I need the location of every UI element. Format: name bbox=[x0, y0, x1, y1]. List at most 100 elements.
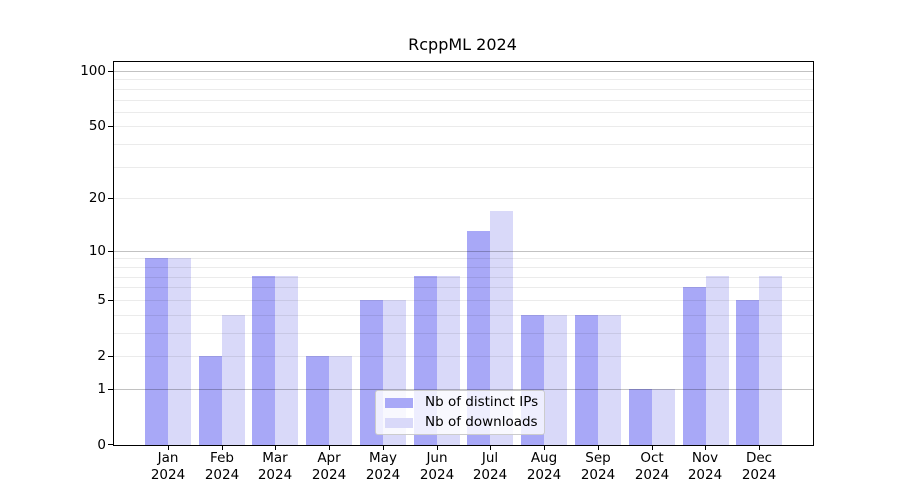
gridline-minor bbox=[114, 88, 813, 90]
gridline-minor bbox=[114, 166, 813, 168]
bar-aug-downloads bbox=[544, 315, 568, 445]
bar-nov-downloads bbox=[705, 276, 729, 445]
x-tick-year: 2024 bbox=[634, 467, 670, 483]
bar-apr-distinct-ips bbox=[306, 356, 330, 445]
x-tick-year: 2024 bbox=[365, 467, 401, 483]
x-tick-label: Apr 2024 bbox=[297, 450, 361, 484]
bar-feb-distinct-ips bbox=[198, 356, 222, 445]
x-tick-month: Apr bbox=[317, 450, 341, 466]
x-tick-month: Jun bbox=[426, 450, 448, 466]
x-tick-year: 2024 bbox=[419, 467, 455, 483]
gridline-minor bbox=[114, 99, 813, 101]
x-tick-mark bbox=[705, 445, 706, 450]
x-tick-mark bbox=[168, 445, 169, 450]
x-tick-label: Dec 2024 bbox=[727, 450, 791, 484]
bar-oct-downloads bbox=[651, 389, 675, 445]
bar-jul-downloads bbox=[490, 211, 514, 445]
y-tick-mark bbox=[108, 389, 113, 390]
x-tick-label: May 2024 bbox=[351, 450, 415, 484]
gridline-major bbox=[114, 71, 813, 72]
x-tick-year: 2024 bbox=[526, 467, 562, 483]
x-tick-mark bbox=[652, 445, 653, 450]
bar-jan-downloads bbox=[167, 258, 191, 445]
y-tick-mark bbox=[108, 444, 113, 445]
x-tick-year: 2024 bbox=[204, 467, 240, 483]
bar-feb-downloads bbox=[221, 315, 245, 445]
y-tick-label: 50 bbox=[88, 118, 106, 134]
x-tick-label: Jul 2024 bbox=[458, 450, 522, 484]
legend-swatch-distinct-ips bbox=[385, 397, 413, 408]
gridline-minor bbox=[114, 198, 813, 200]
x-tick-mark bbox=[759, 445, 760, 450]
y-tick-mark bbox=[108, 251, 113, 252]
y-tick-mark bbox=[108, 126, 113, 127]
x-tick-mark bbox=[222, 445, 223, 450]
y-tick-label: 1 bbox=[97, 381, 106, 397]
x-tick-mark bbox=[329, 445, 330, 450]
gridline-minor bbox=[114, 126, 813, 128]
x-tick-month: Jan bbox=[157, 450, 179, 466]
bar-sep-downloads bbox=[597, 315, 621, 445]
x-tick-label: Nov 2024 bbox=[673, 450, 737, 484]
bar-dec-distinct-ips bbox=[736, 300, 760, 445]
legend-item-distinct-ips: Nb of distinct IPs bbox=[385, 394, 544, 411]
x-tick-month: Feb bbox=[210, 450, 234, 466]
x-tick-label: Jun 2024 bbox=[405, 450, 469, 484]
x-tick-month: Aug bbox=[530, 450, 558, 466]
y-tick-mark bbox=[108, 71, 113, 72]
x-tick-year: 2024 bbox=[311, 467, 347, 483]
bar-mar-downloads bbox=[275, 276, 299, 445]
x-tick-label: Mar 2024 bbox=[243, 450, 307, 484]
legend-label-distinct-ips: Nb of distinct IPs bbox=[425, 394, 539, 410]
plot-area bbox=[113, 61, 814, 446]
gridline-major bbox=[114, 250, 813, 252]
y-tick-label: 100 bbox=[80, 63, 106, 79]
y-tick-mark bbox=[108, 300, 113, 301]
x-tick-year: 2024 bbox=[741, 467, 777, 483]
x-tick-label: Oct 2024 bbox=[620, 450, 684, 484]
x-tick-label: Sep 2024 bbox=[566, 450, 630, 484]
x-tick-month: Nov bbox=[691, 450, 719, 466]
x-tick-label: Jan 2024 bbox=[136, 450, 200, 484]
bar-jan-distinct-ips bbox=[144, 258, 168, 445]
y-tick-mark bbox=[108, 198, 113, 199]
legend: Nb of distinct IPs Nb of downloads bbox=[375, 390, 545, 435]
x-tick-mark bbox=[383, 445, 384, 450]
legend-item-downloads: Nb of downloads bbox=[385, 414, 544, 431]
x-tick-month: Dec bbox=[745, 450, 773, 466]
y-tick-label: 0 bbox=[97, 437, 106, 453]
x-tick-month: Sep bbox=[585, 450, 611, 466]
y-tick-label: 2 bbox=[97, 348, 106, 364]
x-tick-year: 2024 bbox=[150, 467, 186, 483]
x-tick-label: Feb 2024 bbox=[190, 450, 254, 484]
bar-mar-distinct-ips bbox=[252, 276, 276, 445]
bar-nov-distinct-ips bbox=[682, 287, 706, 445]
gridline-minor bbox=[114, 266, 813, 268]
bar-apr-downloads bbox=[329, 356, 353, 445]
y-tick-label: 20 bbox=[88, 190, 106, 206]
x-tick-year: 2024 bbox=[687, 467, 723, 483]
bar-oct-distinct-ips bbox=[628, 389, 652, 445]
legend-swatch-downloads bbox=[385, 417, 413, 428]
x-tick-month: Oct bbox=[640, 450, 664, 466]
x-tick-mark bbox=[275, 445, 276, 450]
x-tick-mark bbox=[437, 445, 438, 450]
gridline-minor bbox=[114, 111, 813, 113]
x-tick-mark bbox=[490, 445, 491, 450]
y-tick-label: 10 bbox=[88, 243, 106, 259]
x-tick-month: May bbox=[369, 450, 397, 466]
bar-sep-distinct-ips bbox=[574, 315, 598, 445]
y-tick-mark bbox=[108, 356, 113, 357]
x-tick-month: Jul bbox=[481, 450, 499, 466]
bar-dec-downloads bbox=[759, 276, 783, 445]
x-tick-mark bbox=[544, 445, 545, 450]
y-tick-label: 5 bbox=[97, 292, 106, 308]
x-tick-year: 2024 bbox=[257, 467, 293, 483]
x-tick-year: 2024 bbox=[580, 467, 616, 483]
gridline-minor bbox=[114, 79, 813, 81]
gridline-minor bbox=[114, 258, 813, 260]
chart-title: RcppML 2024 bbox=[408, 35, 517, 54]
x-tick-label: Aug 2024 bbox=[512, 450, 576, 484]
legend-label-downloads: Nb of downloads bbox=[425, 414, 538, 430]
